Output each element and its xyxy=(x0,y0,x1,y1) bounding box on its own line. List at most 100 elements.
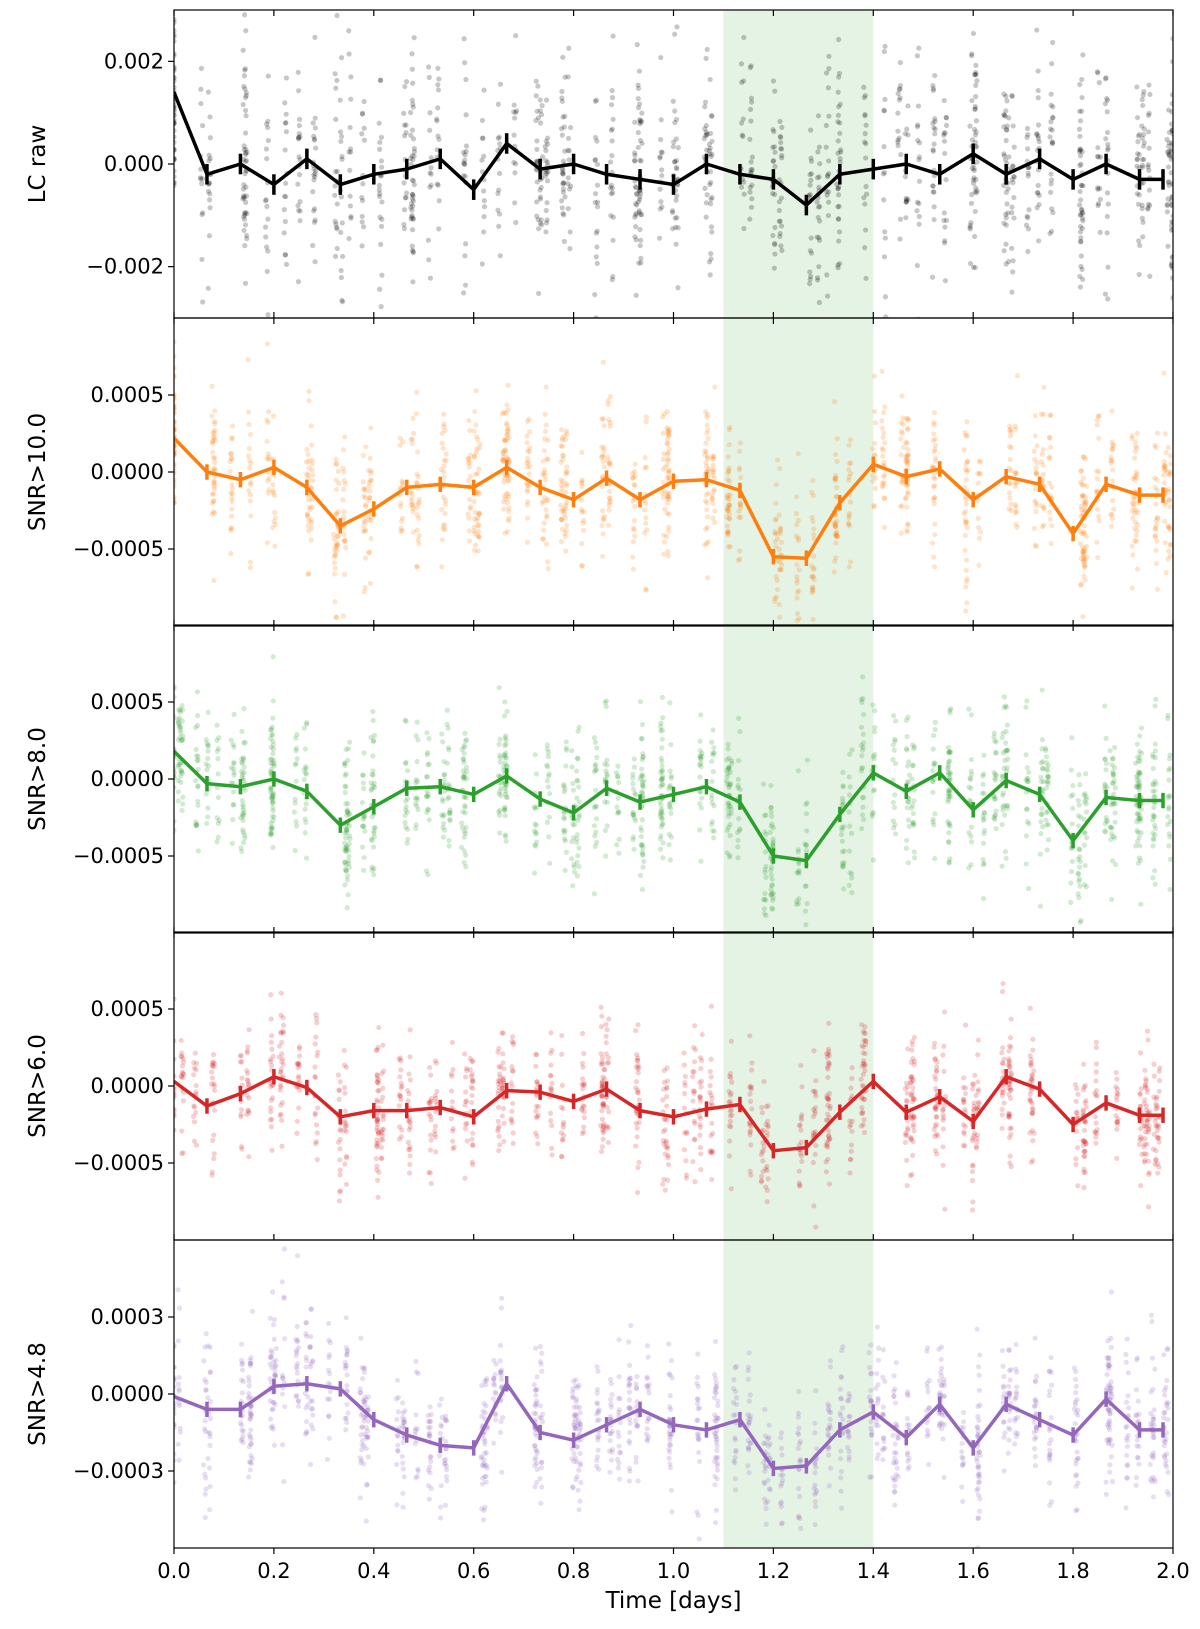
scatter-point xyxy=(632,119,638,125)
scatter-point xyxy=(335,468,341,474)
scatter-point xyxy=(269,731,275,738)
scatter-point xyxy=(771,265,777,271)
scatter-point xyxy=(1047,126,1054,132)
scatter-point xyxy=(770,891,776,897)
scatter-point xyxy=(657,206,663,212)
scatter-point xyxy=(564,469,570,476)
scatter-point xyxy=(543,384,549,390)
scatter-point xyxy=(1170,275,1173,281)
scatter-point xyxy=(672,159,678,165)
scatter-point xyxy=(814,199,820,205)
scatter-point xyxy=(772,529,778,535)
scatter-point xyxy=(211,1107,218,1113)
scatter-point xyxy=(999,773,1006,779)
scatter-point xyxy=(1048,91,1054,97)
scatter-point xyxy=(333,85,339,91)
scatter-point xyxy=(668,810,674,816)
scatter-point xyxy=(496,211,503,217)
scatter-point xyxy=(229,436,235,442)
scatter-point xyxy=(770,897,776,903)
scatter-point xyxy=(880,171,886,177)
scatter-point xyxy=(576,812,582,818)
scatter-point xyxy=(834,518,840,525)
scatter-point xyxy=(376,1080,382,1086)
scatter-point xyxy=(665,496,671,502)
scatter-point xyxy=(999,735,1005,741)
scatter-point xyxy=(701,135,707,142)
scatter-point xyxy=(1150,782,1156,788)
scatter-point xyxy=(1169,219,1173,225)
scatter-point xyxy=(1103,767,1109,773)
scatter-point xyxy=(946,859,952,865)
scatter-point xyxy=(1146,201,1152,207)
scatter-point xyxy=(1137,754,1143,761)
scatter-point xyxy=(534,108,540,114)
scatter-point xyxy=(227,459,233,465)
scatter-point xyxy=(847,751,853,757)
scatter-point xyxy=(533,822,539,829)
scatter-point xyxy=(708,153,714,160)
scatter-point xyxy=(333,486,339,493)
scatter-point xyxy=(667,782,673,788)
scatter-point xyxy=(399,1127,405,1133)
scatter-point xyxy=(631,815,637,821)
scatter-point xyxy=(433,1108,439,1114)
scatter-point xyxy=(445,796,451,802)
scatter-point xyxy=(642,455,648,461)
scatter-point xyxy=(265,216,271,222)
scatter-point xyxy=(608,213,614,219)
scatter-point xyxy=(966,865,972,871)
scatter-point xyxy=(524,460,530,466)
scatter-point xyxy=(1162,467,1168,473)
scatter-point xyxy=(276,1043,283,1049)
scatter-point xyxy=(1077,238,1084,245)
scatter-point xyxy=(860,731,866,737)
scatter-point xyxy=(174,443,177,450)
scatter-point xyxy=(174,16,177,23)
scatter-point xyxy=(1152,881,1158,887)
scatter-point xyxy=(425,791,431,797)
scatter-point xyxy=(268,1097,275,1103)
scatter-point xyxy=(374,1116,381,1123)
scatter-point xyxy=(503,491,509,497)
scatter-point xyxy=(242,107,249,114)
scatter-point xyxy=(310,472,316,478)
scatter-point xyxy=(361,867,367,873)
scatter-point xyxy=(747,189,753,195)
scatter-point xyxy=(559,198,565,204)
scatter-point xyxy=(541,470,548,476)
scatter-point xyxy=(666,467,672,473)
scatter-point xyxy=(265,137,271,144)
scatter-point xyxy=(1166,182,1172,188)
scatter-point xyxy=(345,809,351,815)
scatter-point xyxy=(441,474,447,480)
scatter-point xyxy=(796,567,802,573)
scatter-point xyxy=(570,780,576,786)
scatter-point xyxy=(414,796,420,803)
scatter-point xyxy=(1170,226,1173,233)
scatter-point xyxy=(462,162,468,168)
scatter-point xyxy=(1145,112,1152,119)
scatter-point xyxy=(174,106,177,113)
scatter-point xyxy=(932,446,938,453)
scatter-point xyxy=(832,476,838,482)
scatter-point xyxy=(1170,59,1173,65)
scatter-point xyxy=(1032,498,1038,504)
scatter-point xyxy=(633,292,639,298)
scatter-point xyxy=(532,842,538,848)
scatter-point xyxy=(1166,497,1173,504)
scatter-point xyxy=(461,776,467,782)
scatter-point xyxy=(614,774,621,780)
scatter-point xyxy=(946,822,952,828)
y-tick-label: 0.0000 xyxy=(91,767,164,791)
scatter-point xyxy=(594,161,601,167)
scatter-point xyxy=(1008,507,1014,514)
scatter-point xyxy=(176,707,182,713)
scatter-point xyxy=(295,1073,302,1079)
scatter-point xyxy=(1133,760,1139,766)
scatter-point xyxy=(209,1062,215,1069)
scatter-point xyxy=(725,746,731,752)
scatter-point xyxy=(403,718,409,725)
scatter-point xyxy=(1111,778,1117,784)
scatter-point xyxy=(479,135,485,141)
